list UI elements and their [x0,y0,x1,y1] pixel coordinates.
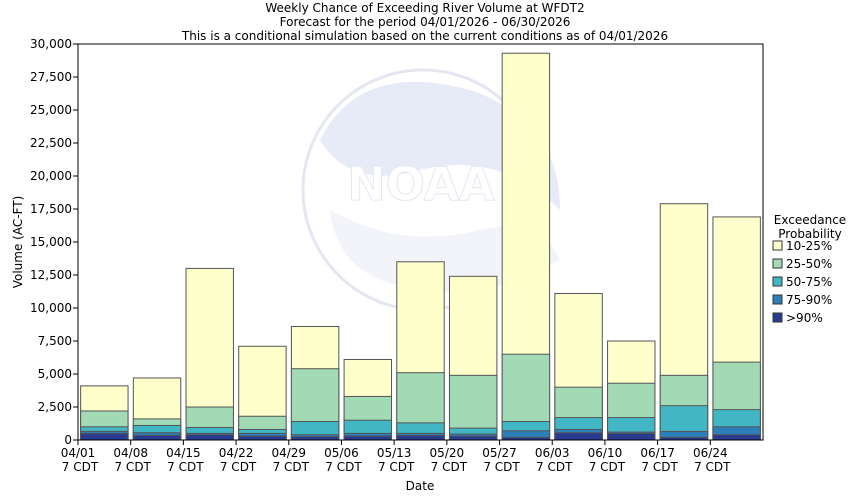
x-tick-label-date: 06/03 [535,446,570,460]
x-tick-label-date: 05/06 [324,446,359,460]
legend-label: 25-50% [786,257,832,271]
x-tick-label-time: 7 CDT [589,460,626,474]
y-tick-label: 12,500 [30,268,72,282]
y-tick-label: 20,000 [30,169,72,183]
x-tick-label-time: 7 CDT [641,460,678,474]
bar-stack [501,52,551,441]
legend-title-line1: Exceedance [774,213,846,227]
bar-stack [80,385,129,441]
y-tick-label: 2,500 [38,400,72,414]
bar-segment [396,434,445,441]
x-tick-label-time: 7 CDT [694,460,731,474]
y-tick-label: 10,000 [30,301,72,315]
legend-label: >90% [786,311,823,325]
y-tick-label: 15,000 [30,235,72,249]
y-axis: 0 2,500 5,000 7,500 10,000 12,500 15,000 17,500… [30,37,78,447]
legend-swatch [772,258,783,269]
legend-swatch [772,276,783,287]
bar-stack [554,292,603,441]
bar-stack [238,345,287,441]
x-tick-label-date: 04/22 [219,446,254,460]
plot-frame [77,43,764,441]
x-tick-label-time: 7 CDT [62,460,99,474]
legend-label: 50-75% [786,275,832,289]
bar-stack [185,267,234,441]
x-tick-label-date: 04/29 [271,446,306,460]
legend-label: 10-25% [786,239,832,253]
legend: Exceedance Probability 10-25% 25-50% 50-75… [772,213,846,325]
legend-swatch [772,294,783,305]
x-tick-label-date: 04/15 [166,446,201,460]
x-tick-label-date: 05/13 [377,446,412,460]
y-axis-label: Volume (AC-FT) [11,196,25,289]
x-tick-label-date: 06/24 [693,446,728,460]
bar-segment [554,432,603,441]
x-tick-label-time: 7 CDT [431,460,468,474]
x-tick-label-time: 7 CDT [273,460,310,474]
bar-segment [448,435,498,441]
legend-label: 75-90% [786,293,832,307]
x-tick-label-time: 7 CDT [325,460,362,474]
bar-segment [185,434,234,441]
x-axis-label: Date [406,479,435,493]
y-tick-label: 27,500 [30,70,72,84]
x-tick-label-time: 7 CDT [536,460,573,474]
x-tick-label-date: 06/17 [640,446,675,460]
chart-subtitle: Forecast for the period 04/01/2026 - 06/… [280,15,571,29]
y-tick-label: 17,500 [30,202,72,216]
y-tick-label: 5,000 [38,367,72,381]
x-tick-label-date: 05/20 [430,446,465,460]
x-tick-label-date: 04/01 [61,446,96,460]
y-tick-label: 22,500 [30,136,72,150]
bar-stack [132,377,182,441]
x-tick-label-time: 7 CDT [167,460,204,474]
x-tick-label-time: 7 CDT [483,460,520,474]
x-tick-label-time: 7 CDT [378,460,415,474]
chart-title: Weekly Chance of Exceeding River Volume … [265,1,584,15]
bar-stack [607,340,656,441]
chart-note: This is a conditional simulation based o… [181,29,668,43]
bar-stack [659,203,709,441]
x-tick-label-date: 06/10 [588,446,623,460]
legend-swatch [772,240,783,251]
bar-stack [712,216,761,441]
y-tick-label: 0 [64,433,72,447]
x-tick-label-time: 7 CDT [220,460,257,474]
bar-segment [238,435,287,441]
bar-segment [132,434,182,441]
y-tick-label: 30,000 [30,37,72,51]
x-tick-label-date: 05/27 [482,446,517,460]
bar-segment [343,435,393,441]
bar-stack [448,275,498,441]
legend-swatch [772,312,783,323]
legend-title-line2: Probability [778,227,841,241]
x-tick-label-time: 7 CDT [114,460,151,474]
watermark-text: NOAA [347,157,495,211]
bar-segment [80,432,129,441]
bar-stack [290,325,340,441]
x-tick-label-date: 04/08 [113,446,148,460]
y-tick-label: 25,000 [30,103,72,117]
bar-stack [343,358,393,441]
y-tick-label: 7,500 [38,334,72,348]
bar-stack [396,261,445,441]
bar-segment [712,434,761,441]
bars [80,52,761,441]
bar-segment [607,432,656,441]
